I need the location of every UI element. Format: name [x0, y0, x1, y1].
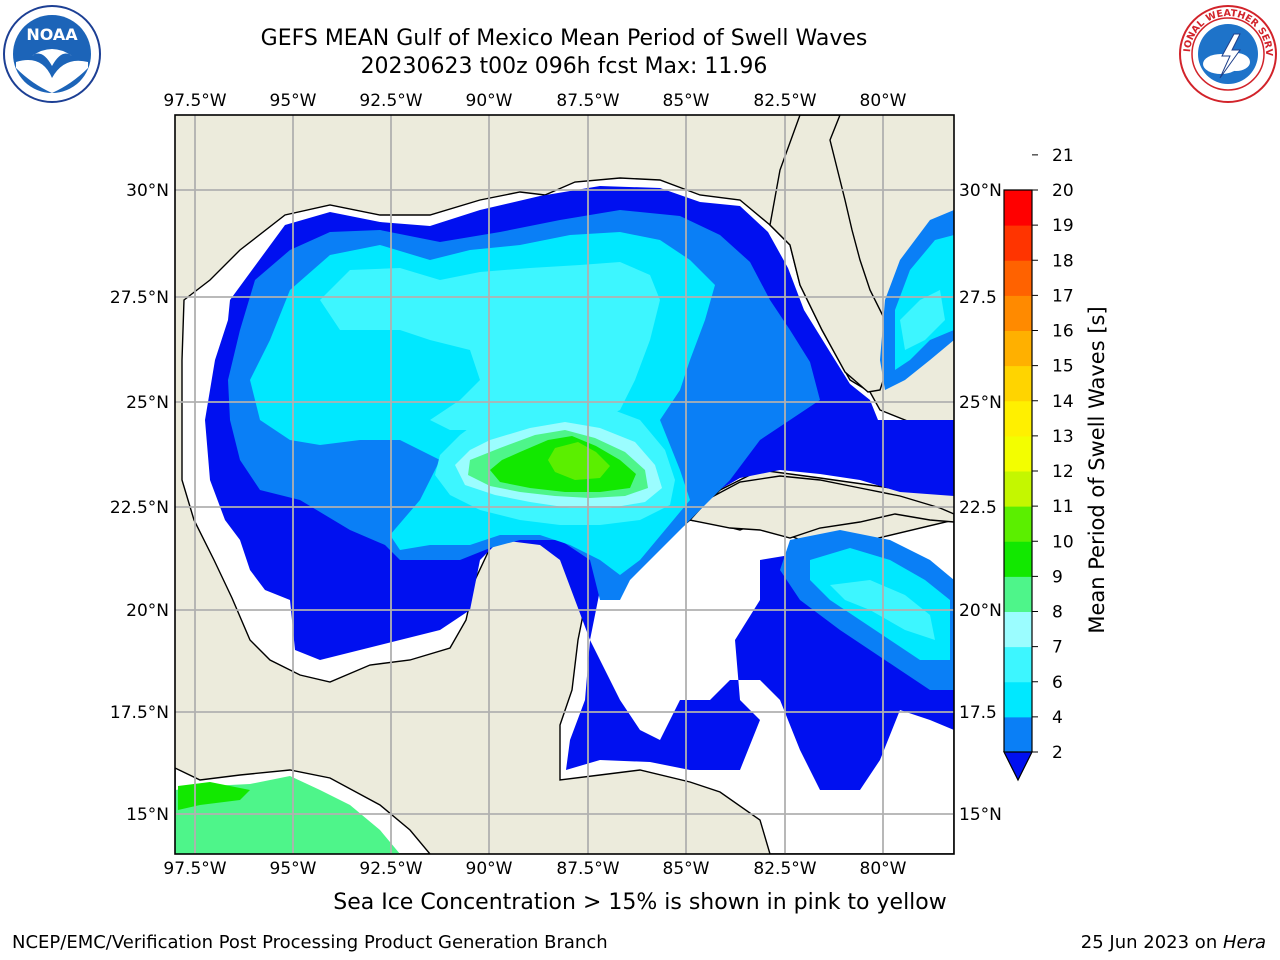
band-11-12s: [548, 442, 610, 480]
lat-label-right: 22.5: [959, 498, 997, 518]
colorbar-tick-label: 16: [1052, 322, 1074, 342]
lat-label-right: 25°N: [959, 393, 1002, 413]
lat-label-left: 30°N: [126, 181, 169, 201]
colorbar-tick-label: 19: [1052, 216, 1074, 236]
colorbar-tick-label: 4: [1052, 708, 1063, 728]
colorbar-segment: [1004, 471, 1032, 507]
lon-label-top: 90°W: [466, 91, 513, 111]
credit-branch: NCEP/EMC/Verification Post Processing Pr…: [12, 932, 608, 953]
colorbar-tick-label: 18: [1052, 251, 1074, 271]
graticule: [175, 115, 954, 854]
lon-label-top: 87.5°W: [556, 91, 619, 111]
colorbar-segment: [1004, 435, 1032, 472]
lat-label-left: 20°N: [126, 601, 169, 621]
lon-label-bottom: 87.5°W: [556, 859, 619, 879]
lat-label-right: 20°N: [959, 601, 1002, 621]
swell-period-contours: [175, 186, 954, 854]
colorbar-segment: [1004, 400, 1032, 437]
lat-label-left: 27.5°N: [110, 288, 169, 308]
colorbar: 2 4 6 7 8 9 10 11 12 13 14 15 16 17 18 19 20 21: [1003, 146, 1074, 782]
lat-label-right: 27.5: [959, 288, 997, 308]
lon-labels-bottom: 97.5°W 95°W 92.5°W 90°W 87.5°W 85°W 82.5°W 80°W: [163, 859, 906, 879]
lon-label-bottom: 95°W: [270, 859, 317, 879]
credit-machine: Hera: [1222, 932, 1266, 953]
colorbar-segment: [1004, 541, 1032, 577]
noaa-logo-text: NOAA: [26, 25, 78, 44]
colorbar-tick-label: 2: [1052, 743, 1063, 763]
lon-label-bottom: 90°W: [466, 859, 513, 879]
lat-label-right: 15°N: [959, 805, 1002, 825]
lon-label-top: 97.5°W: [163, 91, 226, 111]
colorbar-label: Mean Period of Swell Waves [s]: [1085, 306, 1109, 634]
colorbar-segment: [1004, 681, 1032, 718]
map-panel: [175, 115, 954, 854]
colorbar-segment: [1004, 716, 1032, 753]
lon-label-bottom: 82.5°W: [753, 859, 816, 879]
colorbar-segment: [1004, 506, 1032, 542]
colorbar-tick-label: 12: [1052, 462, 1074, 482]
colorbar-segment: [1004, 260, 1032, 296]
colorbar-tick-label: 7: [1052, 638, 1063, 658]
colorbar-tick-label: 21: [1052, 146, 1074, 166]
lon-label-top: 80°W: [860, 91, 907, 111]
colorbar-under-triangle: [1003, 751, 1033, 782]
colorbar-segment: [1004, 365, 1032, 402]
colorbar-segment: [1004, 190, 1032, 226]
colorbar-segment: [1004, 225, 1032, 261]
lon-label-top: 92.5°W: [359, 91, 422, 111]
lat-label-left: 22.5°N: [110, 498, 169, 518]
lat-labels-right: 30°N 27.5 25°N 22.5 20°N 17.5 15°N: [959, 181, 1002, 825]
colorbar-tick-label: 14: [1052, 392, 1074, 412]
colorbar-tick-label: 17: [1052, 286, 1074, 306]
colorbar-tick-label: 15: [1052, 357, 1074, 377]
lon-label-top: 85°W: [663, 91, 710, 111]
lon-label-bottom: 97.5°W: [163, 859, 226, 879]
credit-date-text: 25 Jun 2023 on: [1080, 932, 1223, 953]
florida-land: [769, 115, 891, 393]
colorbar-tick-label: 13: [1052, 427, 1074, 447]
colorbar-tick-label: 11: [1052, 497, 1074, 517]
colorbar-tick-label: 20: [1052, 181, 1074, 201]
lon-label-top: 95°W: [270, 91, 317, 111]
lat-labels-left: 30°N 27.5°N 25°N 22.5°N 20°N 17.5°N 15°N: [110, 181, 169, 825]
lat-label-right: 17.5: [959, 703, 997, 723]
lat-label-left: 15°N: [126, 805, 169, 825]
band-6-7s: [320, 262, 945, 640]
lat-label-right: 30°N: [959, 181, 1002, 201]
colorbar-segment: [1004, 611, 1032, 648]
map-frame: [174, 114, 955, 855]
colorbar-segment: [1004, 330, 1032, 367]
colorbar-tick-label: 8: [1052, 603, 1063, 623]
nws-logo: NATIONAL WEATHER SERVICE: [1174, 0, 1278, 108]
lon-label-bottom: 85°W: [663, 859, 710, 879]
colorbar-tick-label: 6: [1052, 673, 1063, 693]
map-title: GEFS MEAN Gulf of Mexico Mean Period of …: [260, 26, 868, 51]
noaa-logo: NOAA: [2, 4, 102, 108]
colorbar-segment: [1004, 295, 1032, 331]
colorbar-tick-label: 10: [1052, 532, 1074, 552]
lon-label-top: 82.5°W: [753, 91, 816, 111]
lon-label-bottom: 92.5°W: [359, 859, 422, 879]
map-subtitle: 20230623 t00z 096h fcst Max: 11.96: [360, 54, 768, 79]
lat-label-left: 25°N: [126, 393, 169, 413]
sea-ice-footnote: Sea Ice Concentration > 15% is shown in …: [333, 890, 947, 915]
lon-label-bottom: 80°W: [860, 859, 907, 879]
lon-labels-top: 97.5°W 95°W 92.5°W 90°W 87.5°W 85°W 82.5°W 80°W: [163, 91, 906, 111]
colorbar-segment: [1004, 576, 1032, 612]
colorbar-segment: [1004, 646, 1032, 683]
colorbar-tick-label: 9: [1052, 567, 1063, 587]
credit-date: 25 Jun 2023 on Hera: [1081, 932, 1266, 953]
lat-label-left: 17.5°N: [110, 703, 169, 723]
